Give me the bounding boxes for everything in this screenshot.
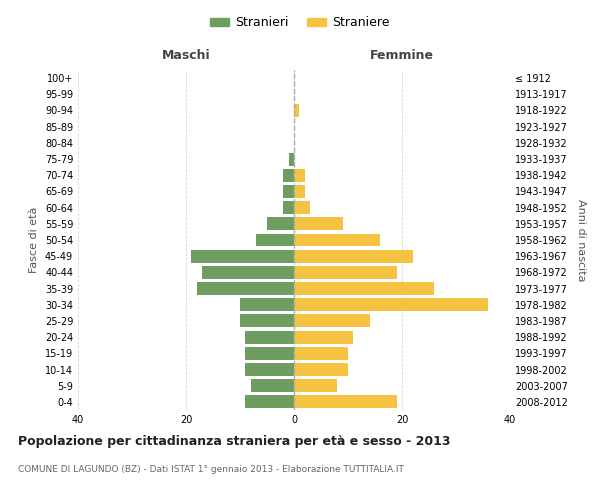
Bar <box>294 104 299 117</box>
Bar <box>283 169 294 181</box>
Bar <box>245 363 294 376</box>
Bar <box>294 298 488 311</box>
Bar <box>283 185 294 198</box>
Bar <box>289 152 294 166</box>
Bar <box>283 201 294 214</box>
Bar <box>256 234 294 246</box>
Bar <box>294 266 397 279</box>
Legend: Stranieri, Straniere: Stranieri, Straniere <box>205 11 395 34</box>
Bar <box>294 314 370 328</box>
Bar <box>267 218 294 230</box>
Y-axis label: Anni di nascita: Anni di nascita <box>576 198 586 281</box>
Bar <box>202 266 294 279</box>
Bar <box>294 218 343 230</box>
Text: COMUNE DI LAGUNDO (BZ) - Dati ISTAT 1° gennaio 2013 - Elaborazione TUTTITALIA.IT: COMUNE DI LAGUNDO (BZ) - Dati ISTAT 1° g… <box>18 465 404 474</box>
Bar <box>294 185 305 198</box>
Bar <box>294 234 380 246</box>
Bar <box>294 201 310 214</box>
Bar <box>294 379 337 392</box>
Bar <box>294 330 353 344</box>
Bar <box>240 314 294 328</box>
Bar <box>294 282 434 295</box>
Bar <box>191 250 294 262</box>
Y-axis label: Fasce di età: Fasce di età <box>29 207 39 273</box>
Text: Popolazione per cittadinanza straniera per età e sesso - 2013: Popolazione per cittadinanza straniera p… <box>18 435 451 448</box>
Bar <box>294 169 305 181</box>
Bar <box>294 347 348 360</box>
Bar <box>245 347 294 360</box>
Bar <box>294 363 348 376</box>
Bar <box>197 282 294 295</box>
Bar <box>251 379 294 392</box>
Bar <box>240 298 294 311</box>
Text: Femmine: Femmine <box>370 49 434 62</box>
Bar <box>294 396 397 408</box>
Bar <box>245 330 294 344</box>
Bar <box>245 396 294 408</box>
Bar <box>294 250 413 262</box>
Text: Maschi: Maschi <box>161 49 211 62</box>
